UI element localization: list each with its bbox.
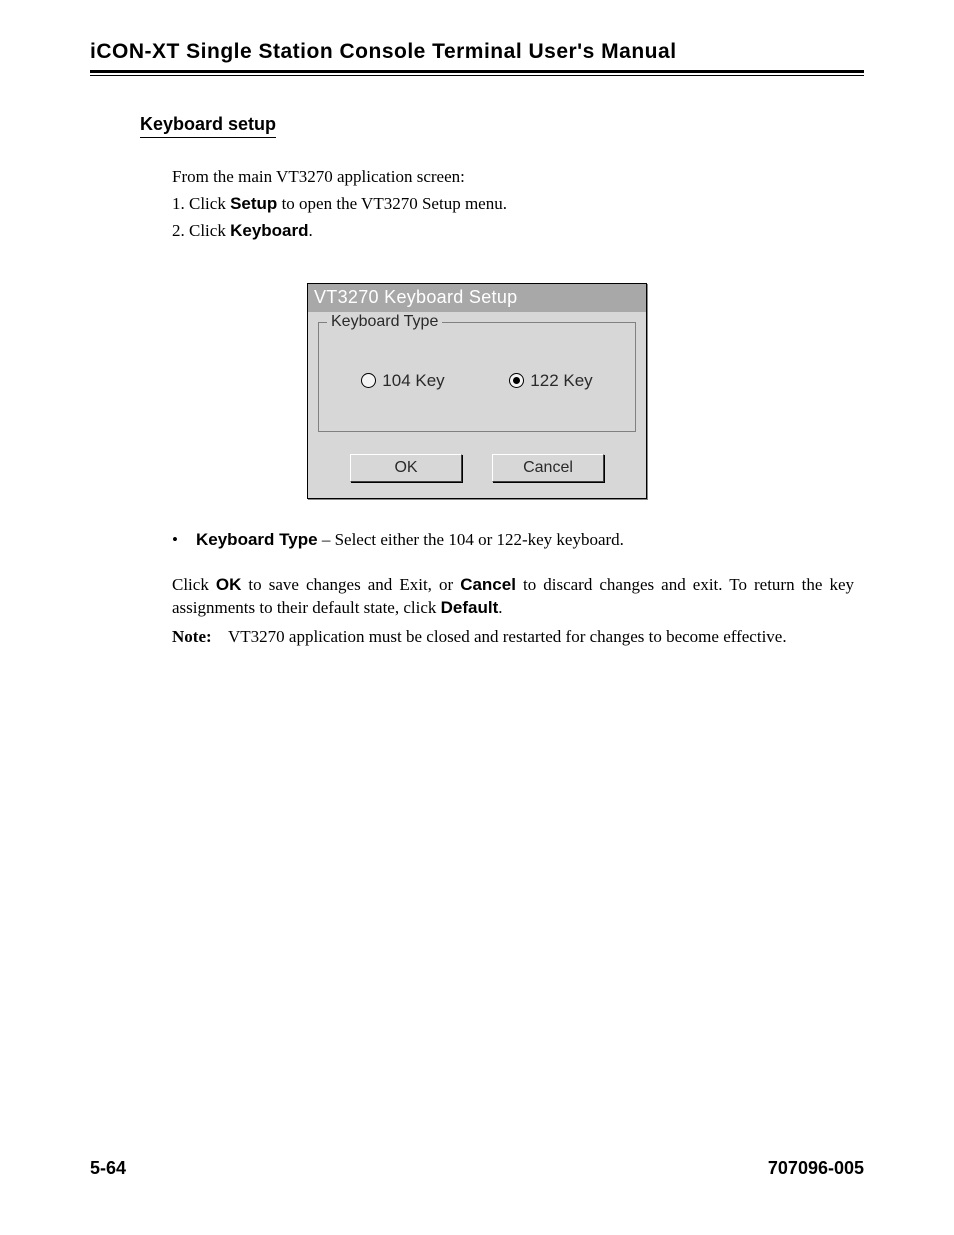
intro-text: From the main VT3270 application screen: — [172, 166, 854, 189]
radio-122-label: 122 Key — [530, 371, 592, 391]
running-header: iCON-XT Single Station Console Terminal … — [90, 40, 864, 68]
keyboard-type-groupbox: Keyboard Type 104 Key 122 Key — [318, 322, 636, 432]
page-footer: 5-64 707096-005 — [90, 1158, 864, 1179]
section-title: Keyboard setup — [140, 114, 276, 138]
step-1-post: to open the VT3270 Setup menu. — [277, 194, 507, 213]
radio-104-key[interactable]: 104 Key — [361, 371, 444, 391]
dialog-titlebar: VT3270 Keyboard Setup — [308, 284, 646, 312]
step-2-post: . — [309, 221, 313, 240]
step-2-pre: Click — [189, 221, 230, 240]
radio-icon — [509, 373, 524, 388]
step-2-num: 2. — [172, 221, 185, 240]
step-1-bold: Setup — [230, 194, 277, 213]
step-2: 2. Click Keyboard. — [172, 220, 854, 243]
note-text: VT3270 application must be closed and re… — [228, 626, 787, 649]
bullet-desc: – Select either the 104 or 122-key keybo… — [318, 530, 624, 549]
para-default: Default — [441, 598, 499, 617]
step-1-num: 1. — [172, 194, 185, 213]
step-2-bold: Keyboard — [230, 221, 308, 240]
radio-icon — [361, 373, 376, 388]
para-ok: OK — [216, 575, 242, 594]
para-cancel: Cancel — [460, 575, 516, 594]
ok-button[interactable]: OK — [350, 454, 462, 482]
header-rule — [90, 70, 864, 76]
footer-page-number: 5-64 — [90, 1158, 126, 1179]
keyboard-setup-dialog: VT3270 Keyboard Setup Keyboard Type 104 … — [307, 283, 647, 499]
radio-104-label: 104 Key — [382, 371, 444, 391]
para-pre1: Click — [172, 575, 216, 594]
dialog-button-row: OK Cancel — [308, 444, 646, 498]
footer-doc-number: 707096-005 — [768, 1158, 864, 1179]
bullet-term: Keyboard Type — [196, 530, 318, 549]
bullet-keyboard-type: • Keyboard Type – Select either the 104 … — [172, 529, 854, 552]
step-1: 1. Click Setup to open the VT3270 Setup … — [172, 193, 854, 216]
bullet-marker: • — [172, 529, 196, 552]
cancel-button[interactable]: Cancel — [492, 454, 604, 482]
ok-cancel-paragraph: Click OK to save changes and Exit, or Ca… — [172, 574, 854, 620]
note-label: Note: — [172, 626, 228, 649]
para-post: . — [498, 598, 502, 617]
para-mid1: to save changes and Exit, or — [241, 575, 460, 594]
radio-122-key[interactable]: 122 Key — [509, 371, 592, 391]
radio-selected-dot — [513, 377, 520, 384]
radio-row: 104 Key 122 Key — [329, 371, 625, 391]
step-1-pre: Click — [189, 194, 230, 213]
note-block: Note: VT3270 application must be closed … — [172, 626, 854, 649]
groupbox-legend: Keyboard Type — [327, 313, 442, 331]
